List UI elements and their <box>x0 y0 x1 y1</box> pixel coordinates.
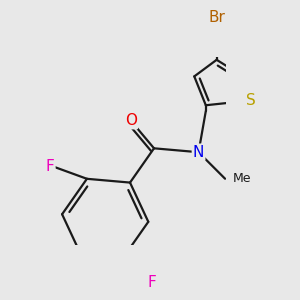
Text: Me: Me <box>232 172 251 185</box>
Text: Br: Br <box>208 11 225 26</box>
Text: S: S <box>246 93 256 108</box>
Text: F: F <box>46 160 54 175</box>
Text: O: O <box>125 113 137 128</box>
Text: F: F <box>147 275 156 290</box>
Text: N: N <box>193 145 204 160</box>
